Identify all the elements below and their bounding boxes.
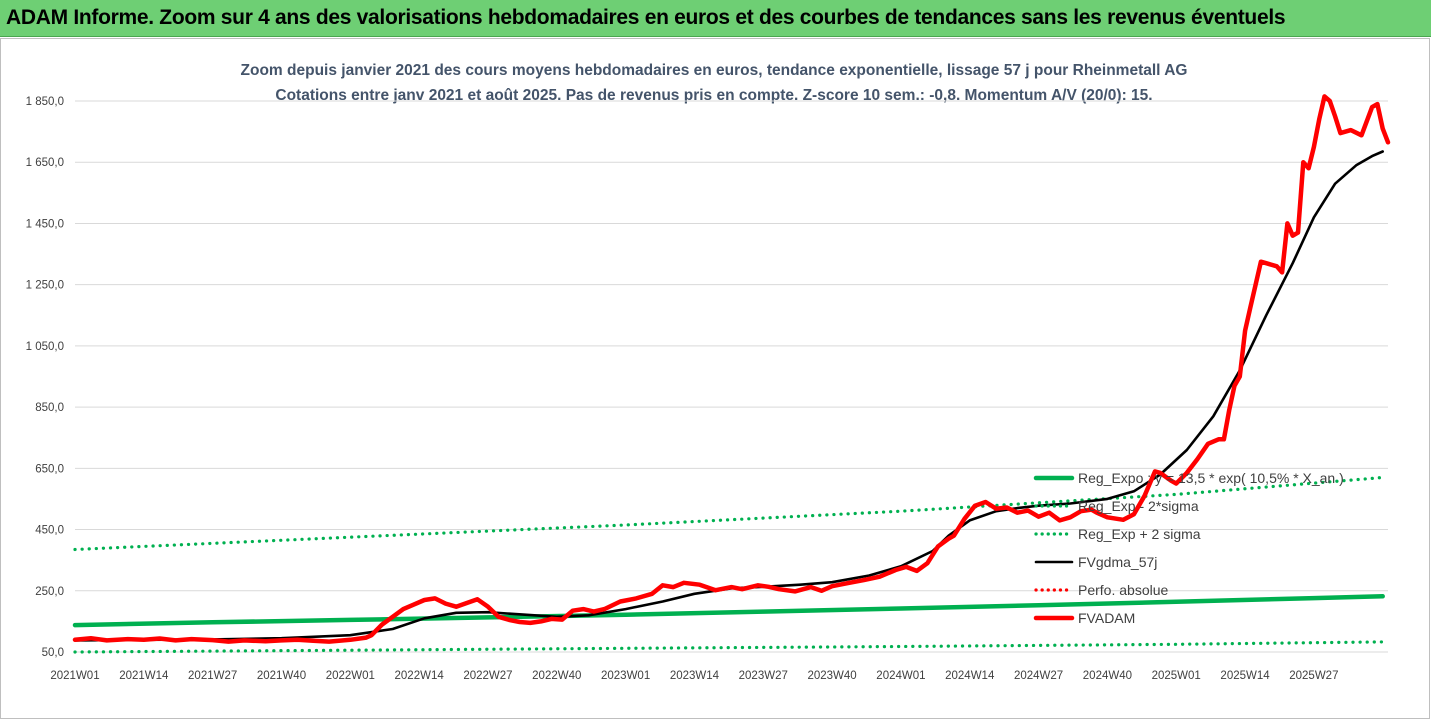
y-tick-label: 50,0 [42, 647, 64, 659]
x-tick-label: 2025W01 [1152, 670, 1201, 682]
series-line-1 [73, 640, 1385, 654]
legend-label: FVgdma_57j [1078, 554, 1157, 570]
x-tick-label: 2024W14 [945, 670, 995, 682]
x-tick-label: 2022W40 [532, 670, 581, 682]
gridlines [75, 100, 1388, 653]
x-tick-label: 2022W14 [395, 670, 445, 682]
legend-label: Reg_Expo : y = 13,5 * exp( 10,5% * X_an … [1078, 470, 1344, 486]
y-tick-label: 250,0 [35, 586, 64, 598]
x-tick-label: 2022W27 [463, 670, 512, 682]
x-tick-label: 2021W27 [188, 670, 237, 682]
chart-frame [0, 38, 1430, 719]
y-tick-label: 650,0 [35, 463, 64, 475]
y-axis-ticks: 50,0 250,0 450,0 650,0 850,0 1 050,0 1 250,0 1 … [26, 96, 64, 659]
report-banner: ADAM Informe. Zoom sur 4 ans des valoris… [0, 0, 1431, 37]
y-tick-label: 1 850,0 [26, 96, 64, 108]
x-tick-label: 2024W01 [876, 670, 925, 682]
legend: Reg_Expo : y = 13,5 * exp( 10,5% * X_an … [1033, 470, 1344, 626]
chart-title-line-2: Cotations entre janv 2021 et août 2025. … [275, 87, 1152, 104]
x-tick-label: 2025W14 [1220, 670, 1270, 682]
series-lines [72, 94, 1391, 654]
y-tick-label: 1 450,0 [26, 218, 64, 230]
legend-label: Reg_Exp + 2 sigma [1078, 526, 1201, 542]
y-tick-label: 850,0 [35, 402, 64, 414]
x-tick-label: 2023W40 [807, 670, 856, 682]
x-axis-ticks: 2021W01 2021W14 2021W27 2021W40 2022W01 2022W… [50, 670, 1338, 682]
chart-title-line-1: Zoom depuis janvier 2021 des cours moyen… [241, 62, 1188, 79]
x-tick-label: 2024W27 [1014, 670, 1063, 682]
x-tick-label: 2022W01 [326, 670, 375, 682]
report-title: ADAM Informe. Zoom sur 4 ans des valoris… [6, 6, 1286, 29]
x-tick-label: 2023W01 [601, 670, 650, 682]
x-tick-label: 2021W14 [119, 670, 169, 682]
legend-label: Perfo. absolue [1078, 582, 1168, 598]
series-line-5 [72, 94, 1391, 644]
series-line-0 [72, 594, 1385, 628]
x-tick-label: 2023W27 [739, 670, 788, 682]
x-tick-label: 2021W01 [50, 670, 99, 682]
series-line-2 [73, 475, 1385, 552]
x-tick-label: 2024W40 [1083, 670, 1132, 682]
y-tick-label: 450,0 [35, 525, 64, 537]
y-tick-label: 1 650,0 [26, 157, 64, 169]
series-line-3 [73, 150, 1384, 642]
y-tick-label: 1 250,0 [26, 280, 64, 292]
x-tick-label: 2021W40 [257, 670, 306, 682]
legend-label: FVADAM [1078, 610, 1135, 626]
x-tick-label: 2023W14 [670, 670, 720, 682]
legend-label: Reg_Exp - 2*sigma [1078, 498, 1199, 514]
x-tick-label: 2025W27 [1289, 670, 1338, 682]
y-tick-label: 1 050,0 [26, 341, 64, 353]
